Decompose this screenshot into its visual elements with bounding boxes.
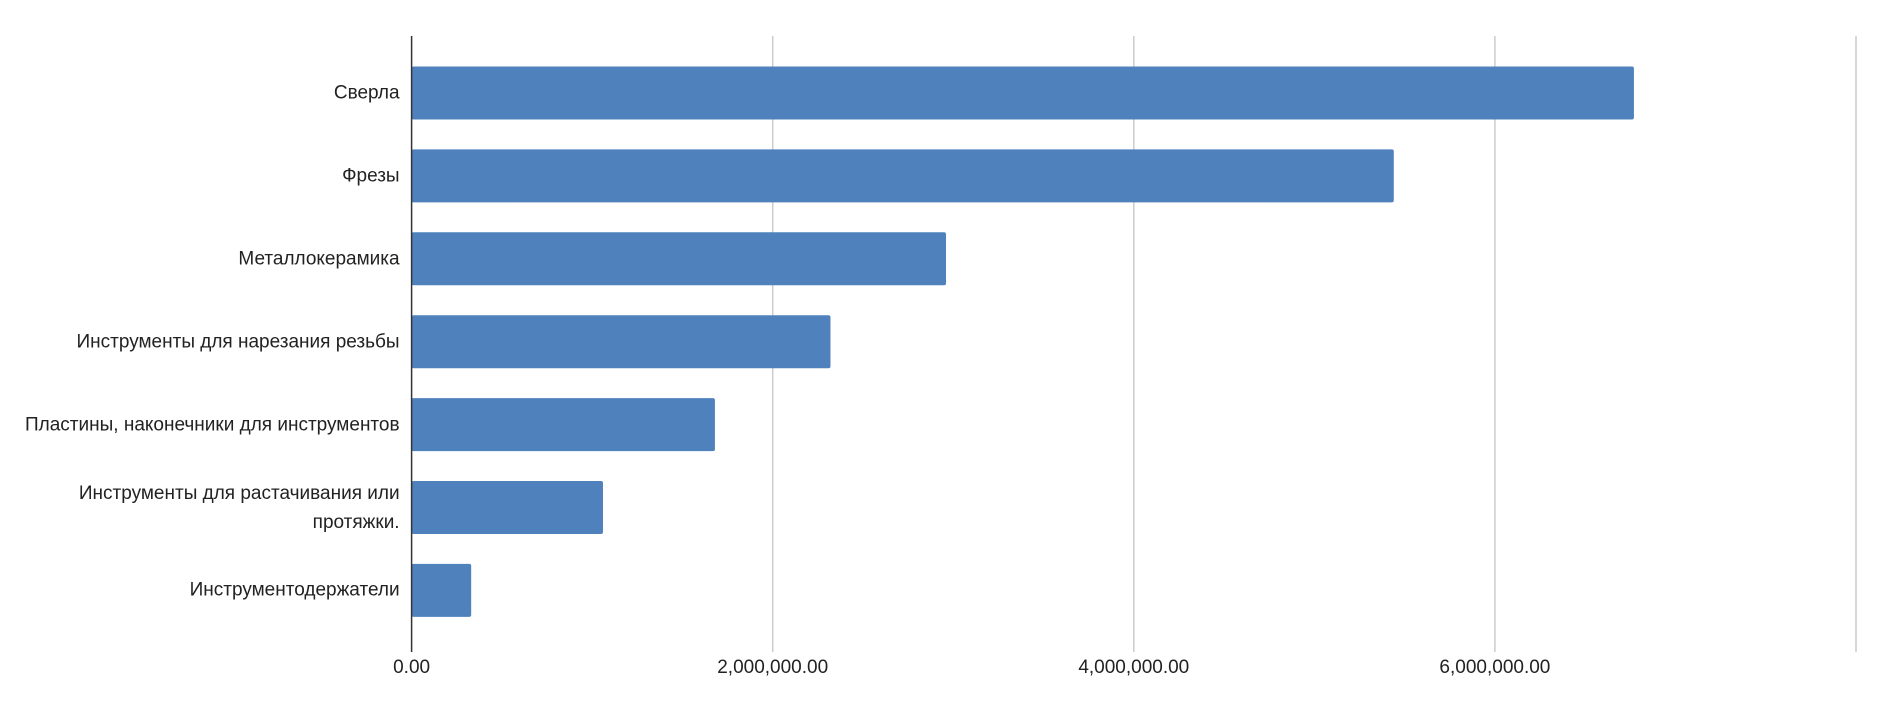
bar [411, 315, 831, 369]
bar [411, 149, 1394, 203]
y-tick-label: Фрезы [342, 165, 400, 187]
bar [411, 232, 947, 286]
y-tick-label: Инструменты для растачивания или протяжк… [78, 482, 400, 533]
bar [411, 481, 603, 534]
y-tick-label: Инструментодержатели [189, 579, 400, 601]
y-tick-label: Инструменты для нарезания резьбы [76, 331, 400, 353]
bar [411, 66, 1634, 120]
x-tick-label: 2,000,000.00 [717, 657, 828, 678]
x-tick-label: 4,000,000.00 [1078, 657, 1189, 678]
x-tick-label: 6,000,000.00 [1439, 657, 1550, 678]
bar [411, 563, 472, 617]
bar [411, 398, 715, 452]
y-tick-label: Сверла [333, 82, 400, 104]
y-tick-label: Пластины, наконечники для инструментов [25, 414, 400, 436]
y-tick-label: Металлокерамика [238, 248, 400, 270]
x-tick-label: 0.00 [393, 657, 430, 678]
